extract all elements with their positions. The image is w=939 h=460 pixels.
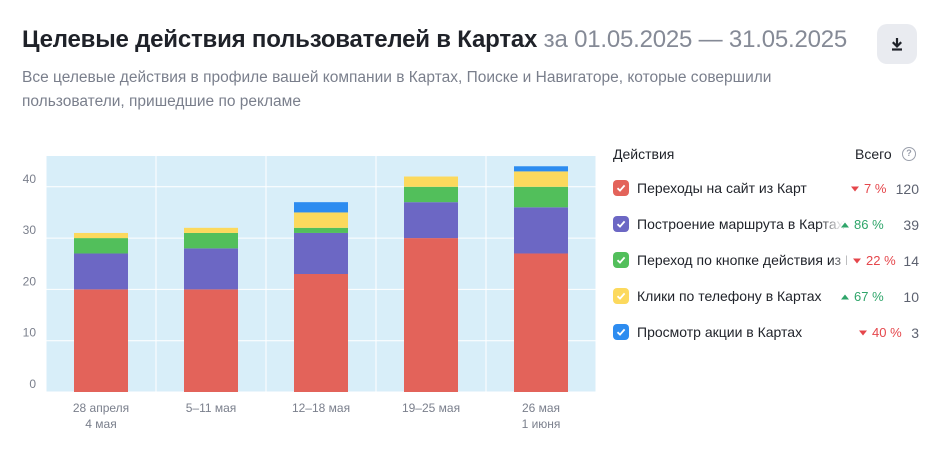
x-tick-label: 26 мая xyxy=(522,401,560,415)
x-tick-label: 4 мая xyxy=(85,417,116,431)
change-value: 40 % xyxy=(872,325,902,340)
legend-checkbox[interactable] xyxy=(613,180,629,196)
total-column-header: Всего xyxy=(855,146,892,162)
bar-segment xyxy=(404,176,458,187)
page-title: Целевые действия пользователей в Картах … xyxy=(22,24,862,56)
legend-checkbox[interactable] xyxy=(613,324,629,340)
legend-item-change: 86 % xyxy=(841,217,884,232)
x-tick-label: 1 июня xyxy=(522,417,561,431)
arrow-down-icon xyxy=(853,258,861,264)
legend-item-change: 7 % xyxy=(851,181,886,196)
bar-segment xyxy=(404,238,458,392)
bar-segment xyxy=(74,289,128,392)
legend-item-total: 10 xyxy=(903,289,919,305)
legend: Действия Всего ? Переходы на сайт из Кар… xyxy=(613,143,923,343)
legend-item-label: Клики по телефону в Картах xyxy=(637,288,822,304)
bar-segment xyxy=(74,238,128,254)
title-period: за 01.05.2025 — 31.05.2025 xyxy=(543,26,848,53)
legend-item[interactable]: Переход по кнопке действия из Карт 22 % 14 xyxy=(613,249,923,273)
help-icon[interactable]: ? xyxy=(902,147,916,161)
x-tick-label: 12–18 мая xyxy=(292,401,350,415)
y-tick-label: 20 xyxy=(23,274,37,288)
label-fade xyxy=(819,285,843,307)
arrow-down-icon xyxy=(859,330,867,336)
bar-segment xyxy=(294,212,348,228)
legend-checkbox[interactable] xyxy=(613,216,629,232)
check-icon xyxy=(616,256,626,264)
check-icon xyxy=(616,220,626,228)
legend-checkbox[interactable] xyxy=(613,252,629,268)
bar-segment xyxy=(404,202,458,239)
check-icon xyxy=(616,292,626,300)
legend-item-total: 14 xyxy=(903,253,919,269)
bar-segment xyxy=(184,248,238,290)
bar-segment xyxy=(514,253,568,392)
change-value: 86 % xyxy=(854,217,884,232)
label-fade xyxy=(829,177,853,199)
legend-item-change: 67 % xyxy=(841,289,884,304)
legend-item[interactable]: Переходы на сайт из Карт 7 % 120 xyxy=(613,177,923,201)
bar-segment xyxy=(294,274,348,392)
legend-item[interactable]: Клики по телефону в Картах 67 % 10 xyxy=(613,285,923,309)
label-fade xyxy=(819,213,843,235)
bar-segment xyxy=(294,202,348,213)
legend-item-label: Просмотр акции в Картах xyxy=(637,324,803,340)
change-value: 7 % xyxy=(864,181,887,196)
legend-item-label: Переходы на сайт из Карт xyxy=(637,180,807,196)
legend-item-label: Построение маршрута в Картах xyxy=(637,216,844,232)
bar-segment xyxy=(184,289,238,392)
x-tick-label: 5–11 мая xyxy=(186,401,237,415)
arrow-down-icon xyxy=(851,186,859,192)
bar-segment xyxy=(514,186,568,208)
legend-checkbox[interactable] xyxy=(613,288,629,304)
y-tick-label: 40 xyxy=(23,172,37,186)
bar-segment xyxy=(514,207,568,254)
header: Целевые действия пользователей в Картах … xyxy=(22,24,862,114)
legend-item-change: 22 % xyxy=(853,253,896,268)
bar-segment xyxy=(514,166,568,172)
y-tick-label: 30 xyxy=(23,223,37,237)
legend-item[interactable]: Просмотр акции в Картах 40 % 3 xyxy=(613,321,923,345)
x-tick-label: 19–25 мая xyxy=(402,401,460,415)
bar-segment xyxy=(184,227,238,233)
label-fade xyxy=(831,249,855,271)
download-icon xyxy=(892,38,902,51)
y-tick-label: 10 xyxy=(23,326,37,340)
bar-segment xyxy=(294,232,348,274)
bar-segment xyxy=(74,232,128,239)
change-value: 67 % xyxy=(854,289,884,304)
legend-item-change: 40 % xyxy=(859,325,902,340)
check-icon xyxy=(616,184,626,192)
stacked-bar-chart: 0 10 20 30 40 28 апреля 4 мая 5–11 мая 12–18 мая… xyxy=(23,156,597,431)
legend-item-total: 120 xyxy=(895,181,919,197)
bar-segment xyxy=(404,186,458,203)
arrow-up-icon xyxy=(841,294,849,300)
legend-item-total: 3 xyxy=(911,325,919,341)
legend-header: Действия Всего ? xyxy=(613,143,923,165)
legend-item-label: Переход по кнопке действия из Карт xyxy=(637,252,847,268)
x-tick-label: 28 апреля xyxy=(73,401,129,415)
change-value: 22 % xyxy=(866,253,896,268)
bar-segment xyxy=(74,253,128,290)
label-fade xyxy=(837,321,861,343)
bar-segment xyxy=(184,232,238,249)
legend-item-total: 39 xyxy=(903,217,919,233)
bar-segment xyxy=(294,227,348,233)
arrow-up-icon xyxy=(841,222,849,228)
bar-segment xyxy=(514,171,568,187)
legend-item[interactable]: Построение маршрута в Картах 86 % 39 xyxy=(613,213,923,237)
actions-column-header: Действия xyxy=(613,146,675,162)
y-tick-label: 0 xyxy=(29,377,36,391)
title-text: Целевые действия пользователей в Картах xyxy=(22,26,538,53)
check-icon xyxy=(616,328,626,336)
download-button[interactable] xyxy=(877,24,917,64)
page-subtitle: Все целевые действия в профиле вашей ком… xyxy=(22,69,772,110)
